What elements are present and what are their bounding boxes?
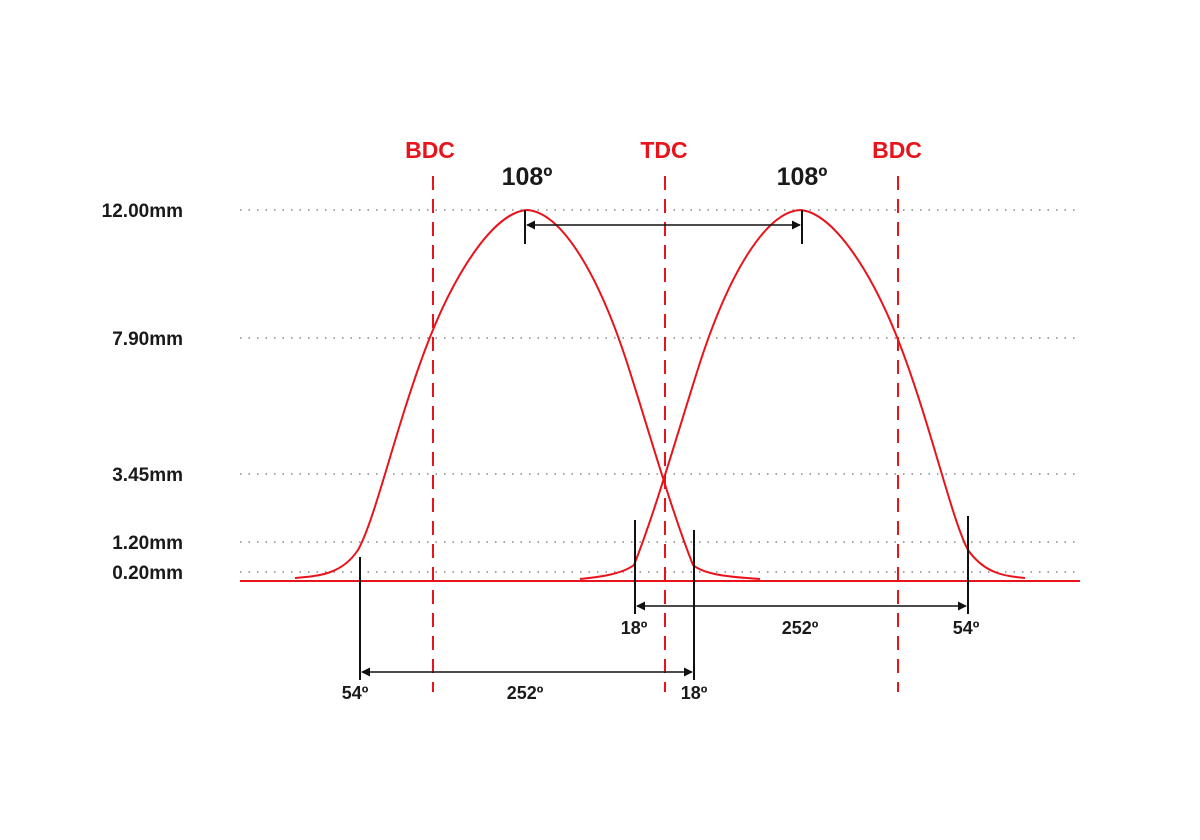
lower-duration-dimension: 54º 252º 18º (342, 530, 708, 703)
upper-duration-angle: 252º (782, 618, 819, 638)
dead-centre-markers: BDC TDC BDC (405, 137, 922, 692)
marker-label-bdc-right: BDC (872, 137, 922, 163)
intake-lift-curve (579, 208, 1026, 580)
lift-label-12mm: 12.00mm (102, 201, 183, 222)
lift-gridlines (240, 209, 1080, 573)
peak-separation: 108º 108º (502, 163, 828, 244)
lower-duration-angle: 252º (507, 683, 544, 703)
lift-curves (294, 208, 1026, 580)
exhaust-lift-curve (294, 208, 761, 580)
upper-end-angle: 54º (953, 618, 980, 638)
lower-end-angle: 18º (681, 683, 708, 703)
lift-label-3-45mm: 3.45mm (112, 465, 183, 486)
marker-label-bdc-left: BDC (405, 137, 455, 163)
upper-start-angle: 18º (621, 618, 648, 638)
lift-labels: 12.00mm 7.90mm 3.45mm 1.20mm 0.20mm (102, 201, 183, 584)
peak-label-left: 108º (502, 163, 553, 191)
lift-label-7-9mm: 7.90mm (112, 329, 183, 350)
upper-duration-dimension: 18º 252º 54º (621, 516, 980, 638)
lift-label-1-2mm: 1.20mm (112, 533, 183, 554)
lower-start-angle: 54º (342, 683, 369, 703)
marker-label-tdc: TDC (640, 137, 687, 163)
lift-label-0-2mm: 0.20mm (112, 563, 183, 584)
peak-label-right: 108º (777, 163, 828, 191)
